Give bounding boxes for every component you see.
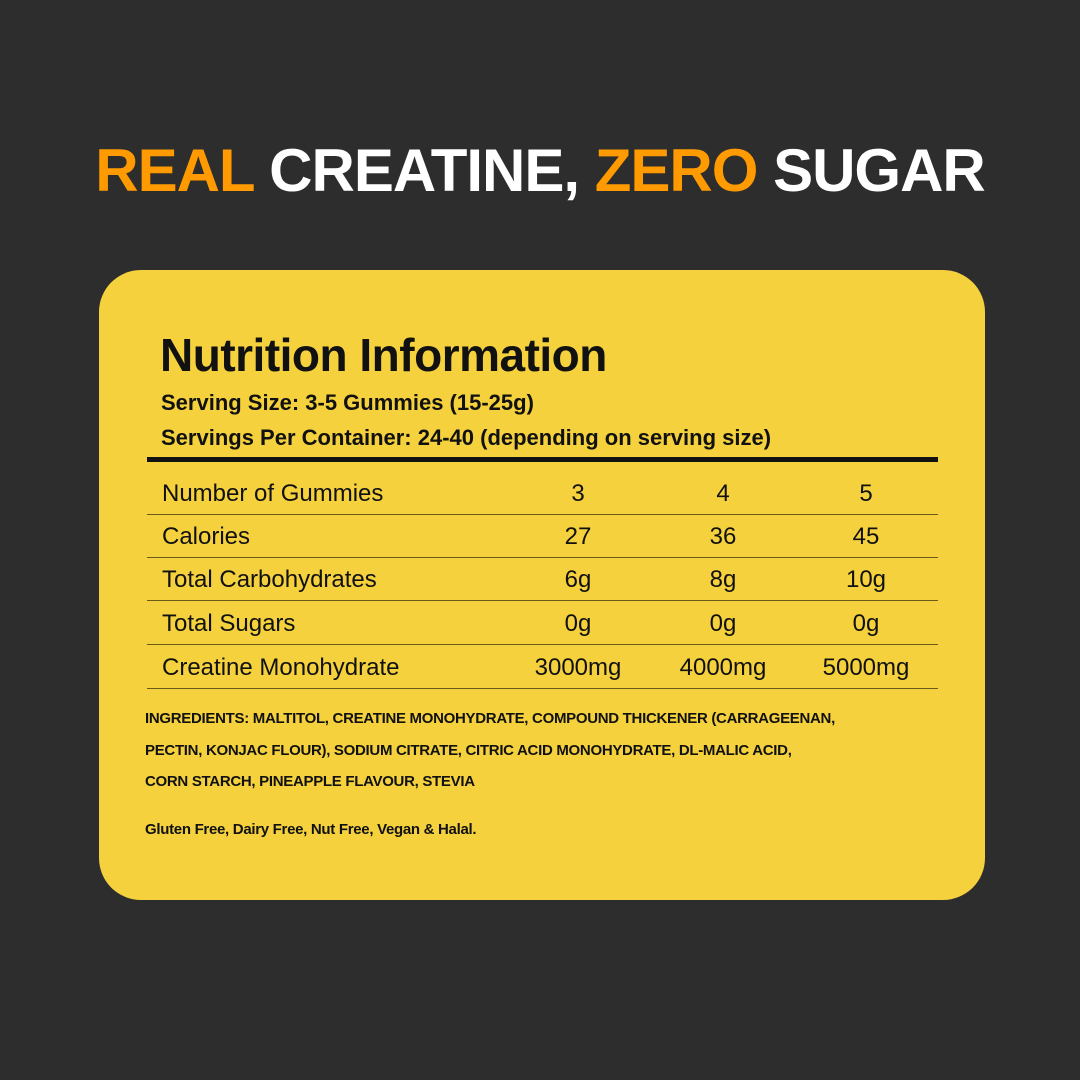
dietary-info: Gluten Free, Dairy Free, Nut Free, Vegan… bbox=[145, 821, 477, 838]
row-label: Total Sugars bbox=[162, 610, 296, 637]
row-label: Calories bbox=[162, 523, 251, 550]
headline-sugar: SUGAR bbox=[773, 137, 986, 204]
row-value: 6g bbox=[564, 566, 592, 593]
ingredients-line: INGREDIENTS: MALTITOL, CREATINE MONOHYDR… bbox=[145, 710, 835, 727]
serving-size: Serving Size: 3-5 Gummies (15-25g) bbox=[161, 390, 534, 415]
table-row: Creatine Monohydrate 3000mg 4000mg 5000mg bbox=[147, 645, 938, 689]
row-value: 4000mg bbox=[679, 654, 767, 681]
row-label: Number of Gummies bbox=[162, 480, 384, 507]
row-value: 0g bbox=[709, 610, 737, 637]
row-value: 4 bbox=[716, 480, 730, 507]
table-row: Calories 27 36 45 bbox=[147, 514, 938, 558]
row-label: Total Carbohydrates bbox=[162, 566, 377, 593]
headline-zero: ZERO bbox=[594, 137, 759, 204]
table-row: Number of Gummies 3 4 5 bbox=[147, 471, 938, 515]
row-value: 0g bbox=[852, 610, 880, 637]
row-label: Creatine Monohydrate bbox=[162, 654, 400, 681]
headline-real: REAL bbox=[95, 137, 254, 204]
divider bbox=[147, 457, 938, 462]
row-value: 3000mg bbox=[534, 654, 622, 681]
row-value: 0g bbox=[564, 610, 592, 637]
servings-per-container: Servings Per Container: 24-40 (depending… bbox=[161, 425, 772, 450]
ingredients-line: CORN STARCH, PINEAPPLE FLAVOUR, STEVIA bbox=[145, 773, 475, 790]
table-row: Total Sugars 0g 0g 0g bbox=[147, 601, 938, 645]
row-value: 27 bbox=[564, 523, 592, 550]
ingredients-line: PECTIN, KONJAC FLOUR), SODIUM CITRATE, C… bbox=[145, 742, 792, 759]
panel-title: Nutrition Information bbox=[160, 329, 607, 381]
row-value: 3 bbox=[571, 480, 585, 507]
row-value: 36 bbox=[709, 523, 737, 550]
row-value: 8g bbox=[709, 566, 737, 593]
row-value: 45 bbox=[852, 523, 880, 550]
table-row: Total Carbohydrates 6g 8g 10g bbox=[147, 557, 938, 601]
nutrition-panel: Nutrition Information Serving Size: 3-5 … bbox=[99, 270, 985, 900]
row-value: 10g bbox=[845, 566, 887, 593]
headline: REAL CREATINE, ZERO SUGAR bbox=[40, 138, 1040, 204]
row-value: 5000mg bbox=[822, 654, 910, 681]
headline-creatine: CREATINE, bbox=[269, 137, 580, 204]
row-value: 5 bbox=[859, 480, 873, 507]
